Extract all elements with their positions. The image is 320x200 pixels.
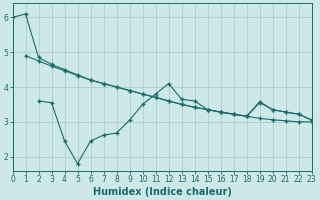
X-axis label: Humidex (Indice chaleur): Humidex (Indice chaleur) bbox=[93, 187, 232, 197]
